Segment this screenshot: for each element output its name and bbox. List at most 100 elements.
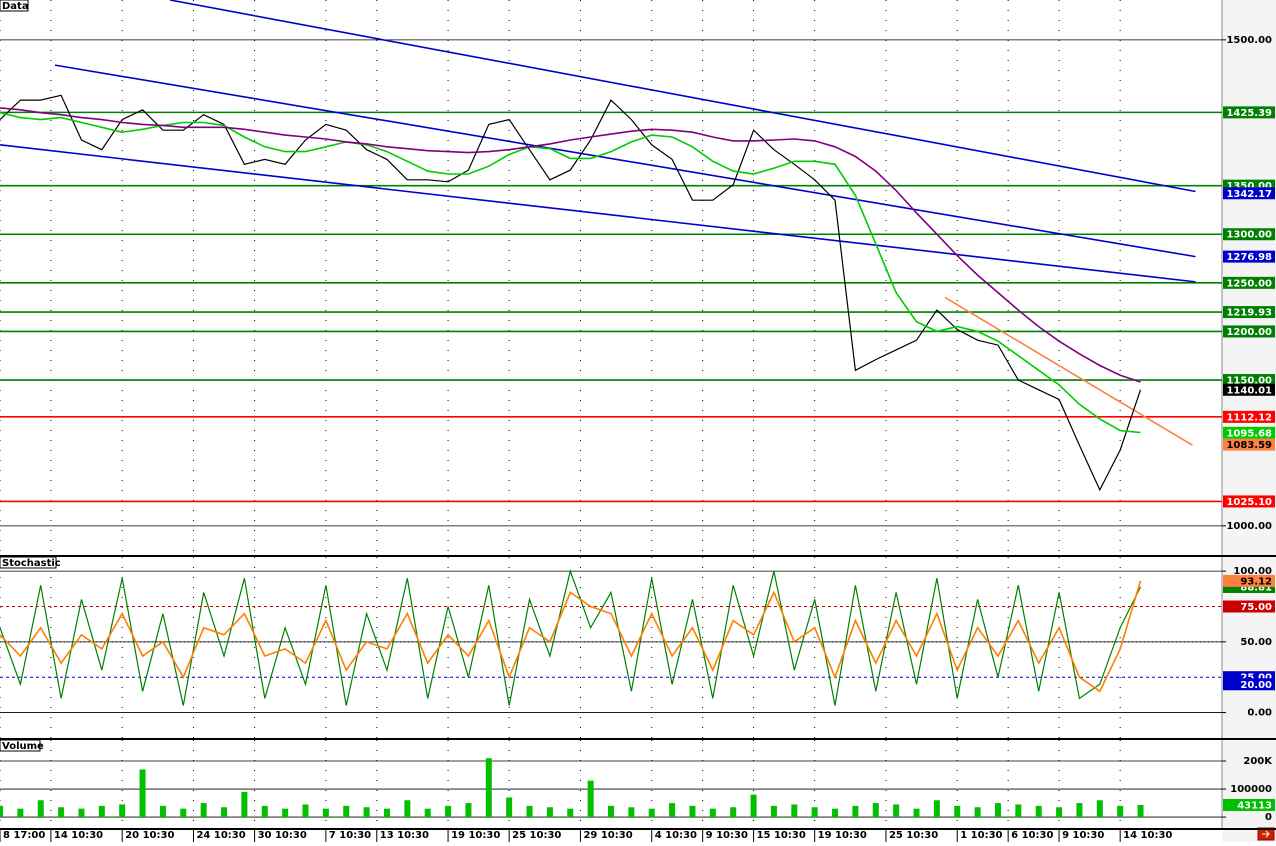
x-tick-label: 19 10:30 bbox=[818, 830, 867, 841]
x-tick-label: 4 10:30 bbox=[655, 830, 697, 841]
volume-bar bbox=[98, 805, 105, 818]
volume-bar bbox=[343, 805, 350, 818]
x-tick-label: 20 10:30 bbox=[125, 830, 174, 841]
trend-line bbox=[169, 0, 1196, 193]
level-label: 1300.00 bbox=[1226, 230, 1272, 241]
volume-bar bbox=[241, 791, 248, 818]
volume-bar bbox=[445, 805, 452, 818]
x-tick-label: 19 10:30 bbox=[451, 830, 500, 841]
volume-bar bbox=[811, 807, 818, 818]
x-tick-label: 15 10:30 bbox=[757, 830, 806, 841]
value-tag-label: 88.81 bbox=[1240, 582, 1272, 593]
volume-bar bbox=[1117, 805, 1124, 818]
volume-bar bbox=[58, 807, 65, 818]
level-label: 1112.12 bbox=[1226, 412, 1272, 423]
x-tick-label: 13 10:30 bbox=[380, 830, 429, 841]
volume-bar bbox=[322, 808, 329, 818]
series-line bbox=[0, 111, 1141, 434]
level-label: 1025.10 bbox=[1226, 497, 1272, 508]
x-tick-label: 25 10:30 bbox=[512, 830, 561, 841]
volume-bar bbox=[852, 805, 859, 818]
level-tag bbox=[1223, 410, 1275, 423]
volume-bar bbox=[1015, 804, 1022, 818]
volume-bar bbox=[1035, 805, 1042, 818]
volume-bar bbox=[1137, 804, 1144, 818]
volume-bar bbox=[832, 808, 839, 818]
volume-bar bbox=[1096, 800, 1103, 818]
level-label: 1250.00 bbox=[1226, 278, 1272, 289]
level-label: 1150.00 bbox=[1226, 376, 1272, 387]
volume-bar bbox=[648, 808, 655, 818]
level-label: 75.00 bbox=[1240, 602, 1272, 613]
value-tag-label: 20.00 bbox=[1240, 680, 1272, 691]
x-tick-label: 6 10:30 bbox=[1011, 830, 1053, 841]
x-tick-label: 1 10:30 bbox=[960, 830, 1002, 841]
level-label: 1425.39 bbox=[1226, 108, 1272, 119]
value-tag bbox=[1223, 438, 1275, 451]
value-tag-label: 1342.17 bbox=[1226, 189, 1272, 200]
y-tick-label: 1500.00 bbox=[1226, 35, 1272, 46]
level-tag bbox=[1223, 276, 1275, 289]
level-tag bbox=[1223, 106, 1275, 119]
volume-bar bbox=[893, 804, 900, 818]
volume-bar bbox=[913, 808, 920, 818]
volume-bar bbox=[954, 805, 961, 818]
series-line bbox=[0, 569, 1142, 706]
y-tick-label: 100000 bbox=[1230, 784, 1272, 795]
volume-bar bbox=[485, 758, 492, 818]
x-tick-label: 9 10:30 bbox=[1062, 830, 1104, 841]
panel-title: Volume bbox=[2, 741, 44, 752]
volume-bar bbox=[302, 804, 309, 818]
x-tick-label: 30 10:30 bbox=[258, 830, 307, 841]
level-label: 1350.00 bbox=[1226, 181, 1272, 192]
volume-bar bbox=[567, 808, 574, 818]
x-tick-label: 25 10:30 bbox=[889, 830, 938, 841]
value-tag-label: 1140.01 bbox=[1226, 385, 1272, 396]
level-label: 1200.00 bbox=[1226, 327, 1272, 338]
corner-icon bbox=[1262, 830, 1270, 838]
volume-bar bbox=[363, 807, 370, 818]
value-tag bbox=[1223, 187, 1275, 200]
volume-bar bbox=[383, 808, 390, 818]
volume-bar bbox=[933, 800, 940, 818]
volume-bar bbox=[730, 807, 737, 818]
level-tag bbox=[1223, 374, 1275, 387]
y-tick-label: 0.00 bbox=[1247, 708, 1272, 719]
trend-line bbox=[54, 64, 1196, 258]
volume-bar bbox=[0, 805, 3, 818]
volume-bar bbox=[37, 800, 44, 818]
volume-bar bbox=[872, 803, 879, 818]
series-line bbox=[0, 94, 1142, 492]
volume-bar bbox=[119, 804, 126, 818]
level-tag bbox=[1223, 600, 1275, 613]
volume-bar bbox=[159, 805, 166, 818]
volume-bar bbox=[770, 805, 777, 818]
value-tag-label: 93.12 bbox=[1240, 576, 1272, 587]
volume-bar bbox=[526, 805, 533, 818]
volume-bar bbox=[628, 807, 635, 818]
volume-bar bbox=[17, 808, 24, 818]
volume-bar bbox=[180, 808, 187, 818]
x-tick-label: 14 10:30 bbox=[1123, 830, 1172, 841]
y-tick-label: 200K bbox=[1243, 756, 1273, 767]
y-tick-label: 50.00 bbox=[1240, 637, 1272, 648]
value-tag bbox=[1223, 383, 1275, 396]
value-tag bbox=[1223, 426, 1275, 439]
trend-line bbox=[944, 296, 1193, 446]
level-label: 1219.93 bbox=[1226, 308, 1272, 319]
level-tag bbox=[1223, 495, 1275, 508]
volume-bar bbox=[791, 804, 798, 818]
value-tag-label: 43113 bbox=[1237, 800, 1272, 811]
volume-bar bbox=[994, 803, 1001, 818]
trend-line bbox=[0, 144, 1196, 283]
x-tick-label: 14 10:30 bbox=[54, 830, 103, 841]
volume-bar bbox=[669, 803, 676, 818]
value-tag bbox=[1223, 250, 1275, 263]
volume-bar bbox=[139, 769, 146, 818]
y-tick-label: 0 bbox=[1265, 812, 1272, 823]
x-tick-label: 9 10:30 bbox=[706, 830, 748, 841]
volume-bar bbox=[750, 794, 757, 818]
volume-bar bbox=[282, 808, 289, 818]
